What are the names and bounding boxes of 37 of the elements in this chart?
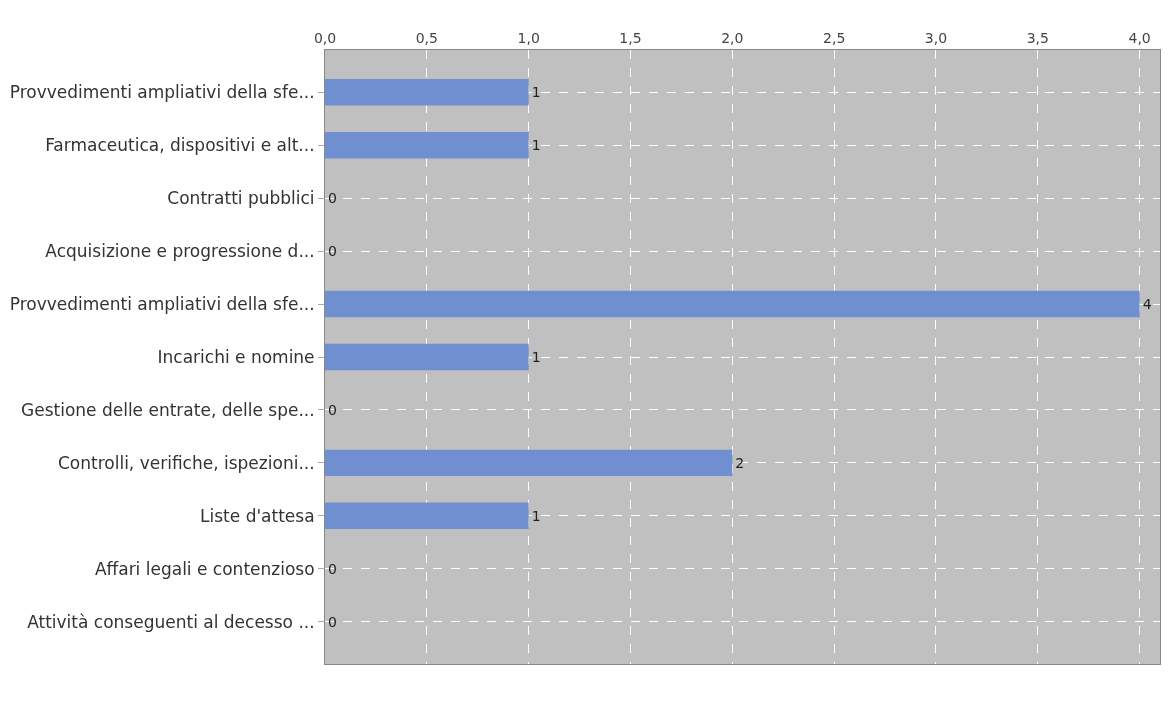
y-tick-label: Provvedimenti ampliativi della sfe... (9, 82, 315, 103)
data-label: 0 (328, 560, 337, 577)
y-tick-label: Contratti pubblici (167, 188, 315, 209)
bar (325, 132, 529, 159)
x-tick-label: 1,0 (517, 30, 540, 47)
x-tick-label: 4,0 (1128, 30, 1151, 47)
bar (325, 343, 529, 371)
y-tick-label: Affari legali e contenzioso (94, 558, 315, 579)
y-tick-label: Incarichi e nomine (157, 346, 315, 367)
data-label: 1 (531, 84, 541, 101)
bar (325, 502, 529, 530)
x-tick-label: 2,5 (823, 30, 846, 47)
y-tick-label: Gestione delle entrate, delle spe... (21, 399, 315, 420)
data-label: 4 (1142, 296, 1152, 313)
x-tick-label: 0,5 (415, 30, 438, 47)
x-tick-label: 1,5 (619, 30, 642, 47)
bar (325, 290, 1140, 318)
y-tick-label: Provvedimenti ampliativi della sfe... (9, 294, 315, 315)
data-label: 0 (328, 613, 337, 630)
x-tick-label: 0,0 (313, 30, 337, 47)
data-label: 0 (328, 190, 337, 207)
y-tick-label: Liste d'attesa (200, 505, 315, 526)
y-tick-label: Acquisizione e progressione d... (45, 241, 315, 262)
y-tick-label: Attività conseguenti al decesso ... (27, 611, 315, 632)
data-label: 0 (328, 243, 337, 260)
data-label: 1 (531, 137, 541, 154)
y-tick-label: Controlli, verifiche, ispezioni... (57, 452, 315, 473)
data-label: 1 (531, 349, 541, 365)
x-tick-label: 2,0 (721, 30, 744, 47)
data-label: 1 (531, 507, 541, 524)
y-tick-label: Farmaceutica, dispositivi e alt... (45, 135, 315, 156)
bar (325, 449, 733, 477)
bar (325, 79, 529, 106)
x-tick-label: 3,5 (1026, 30, 1049, 47)
data-label: 0 (328, 401, 337, 418)
data-label: 2 (735, 454, 745, 471)
x-tick-label: 3,0 (924, 30, 948, 47)
